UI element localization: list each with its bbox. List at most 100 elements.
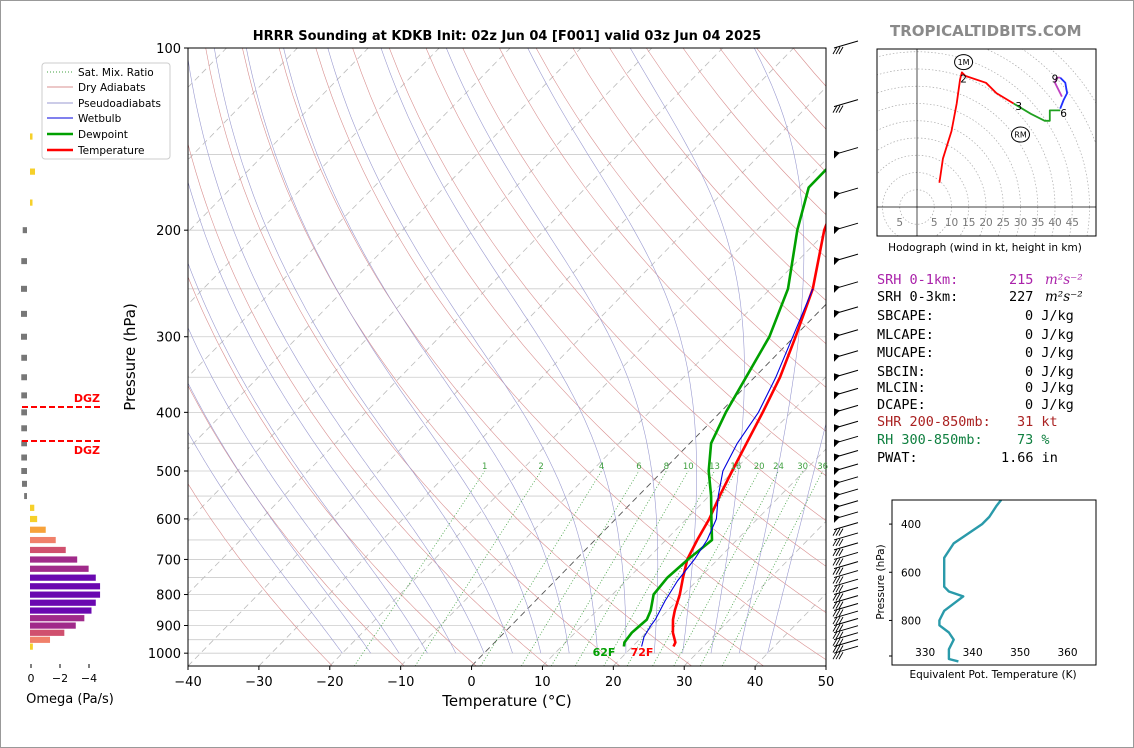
omega-bar-325 <box>21 354 27 361</box>
hodo-trace-3 <box>1054 76 1063 98</box>
pseudoadiabat--16 <box>188 382 371 654</box>
storm-motion-rm: RM <box>1011 126 1030 143</box>
mix-ratio-line-20 <box>652 470 760 666</box>
theta-e-plot-area <box>891 499 1097 666</box>
dry-adiabat-330 <box>352 48 826 613</box>
isotherm--100 <box>188 48 369 233</box>
dry-adiabat-390 <box>572 48 826 345</box>
dcape-value: 0 J/kg <box>1025 397 1074 413</box>
pwat-value: 1.66 in <box>1001 450 1058 466</box>
omega-bar-275 <box>21 310 27 317</box>
dcape: DCAPE: 0 J/kg <box>877 397 1074 413</box>
mix-ratio-label-16: 16 <box>730 462 741 472</box>
mix-ratio-line-10 <box>574 470 689 666</box>
dry-adiabat-260 <box>188 385 405 666</box>
theta-xtick-360: 360 <box>1058 647 1078 659</box>
dry-adiabat-270 <box>188 276 477 666</box>
xtick-2: −20 <box>316 675 343 690</box>
wind-barb-575 <box>833 500 859 512</box>
wind-barb-225 <box>833 253 859 266</box>
wind-barb-375 <box>833 387 859 400</box>
ytick-400: 400 <box>156 406 181 421</box>
brand-logo-text: TROPICALTIDBITS.COM <box>890 22 1082 40</box>
srh-0-1km: SRH 0-1km: 215 m²s⁻² <box>877 272 1083 288</box>
xtick-3: −10 <box>387 675 414 690</box>
isotherm-50 <box>825 665 826 666</box>
omega-bar-400 <box>21 409 27 416</box>
mix-ratio-line-30 <box>699 470 803 666</box>
pwat-label: PWAT: <box>877 450 918 466</box>
omega-bar-650 <box>30 536 56 544</box>
hodo-tick-2: 10 <box>945 217 958 229</box>
mix-ratio-label-6: 6 <box>636 462 641 472</box>
srh1-unit: m²s⁻² <box>1045 272 1083 288</box>
hodo-height-label-9: 9 <box>1052 73 1059 85</box>
omega-tick-0: 0 <box>28 672 35 685</box>
dry-adiabat-340 <box>389 48 826 567</box>
skewt-xlabel: Temperature (°C) <box>441 692 571 710</box>
omega-bar-550 <box>24 493 27 500</box>
omega-bar-925 <box>30 629 65 636</box>
isotherm--60 <box>188 48 653 522</box>
mix-ratio-label-24: 24 <box>773 462 784 472</box>
mlcin-label: MLCIN: <box>877 380 926 396</box>
theta-e-xlabel: Equivalent Pot. Temperature (K) <box>909 669 1076 681</box>
omega-bar-160 <box>30 168 36 175</box>
skewt-legend: Sat. Mix. Ratio Dry Adiabats Pseudoadiab… <box>41 62 171 160</box>
srh1-label: SRH 0-1km: <box>877 272 959 288</box>
hodo-tick-5: 25 <box>997 217 1010 229</box>
shr-value: 31 kt <box>1017 414 1058 430</box>
profile-dewpoint <box>622 167 826 647</box>
mix-ratio-line-4 <box>480 470 602 666</box>
hodo-tick-9: 45 <box>1066 217 1079 229</box>
skewt-title: HRRR Sounding at KDKB Init: 02z Jun 04 [… <box>253 29 761 44</box>
omega-bar-250 <box>21 285 27 292</box>
mix-ratio-line-1 <box>353 470 486 666</box>
storm-motion-1m: 1M <box>954 54 974 71</box>
omega-axis: 0 −2 −4 Omega (Pa/s) <box>26 664 114 707</box>
omega-bar-225 <box>21 258 27 265</box>
sbcape: SBCAPE: 0 J/kg <box>877 308 1074 324</box>
wind-barb-550 <box>833 488 859 501</box>
mix-ratio-line-2 <box>414 470 542 666</box>
pseudoadiabat-32 <box>629 48 745 654</box>
hodo-tick-8: 40 <box>1048 217 1061 229</box>
omega-bar-675 <box>30 546 66 554</box>
mix-ratio-label-10: 10 <box>683 462 694 472</box>
mlcin-value: 0 J/kg <box>1025 380 1074 396</box>
sbcape-label: SBCAPE: <box>877 308 934 324</box>
omega-bar-140 <box>30 133 33 140</box>
isotherm-20 <box>613 448 826 666</box>
theta-xtick-350: 350 <box>1010 647 1030 659</box>
dry-adiabat-400 <box>609 48 826 301</box>
shr-200-850mb: SHR 200-850mb: 31 kt <box>877 414 1058 430</box>
wind-barb-300 <box>833 329 859 341</box>
omega-bar-800 <box>30 591 101 598</box>
isotherm--10 <box>400 231 826 666</box>
wind-barb-625 <box>832 522 859 536</box>
wind-barb-950 <box>832 632 859 646</box>
dry-adiabat-450 <box>792 48 826 87</box>
mix-ratio-label-36: 36 <box>817 462 828 472</box>
legend-wetbulb: Wetbulb <box>78 113 122 125</box>
mix-ratio-label-1: 1 <box>482 462 487 472</box>
isotherm--70 <box>188 48 582 450</box>
srh-0-3km: SRH 0-3km: 227 m²s⁻² <box>877 289 1083 305</box>
rh-label: RH 300-850mb: <box>877 432 983 448</box>
mix-ratio-line-13 <box>603 470 715 666</box>
dgz-markers: DGZ DGZ <box>22 392 100 457</box>
pseudoadiabat-0 <box>188 56 485 654</box>
legend-dry-adiabats: Dry Adiabats <box>78 82 146 94</box>
mlcape-value: 0 J/kg <box>1025 327 1074 343</box>
profile-temperature <box>671 221 826 648</box>
omega-bar-875 <box>30 615 85 622</box>
omega-bar-525 <box>21 480 27 487</box>
isotherm--110 <box>188 48 298 161</box>
wind-barb-325 <box>833 350 859 362</box>
omega-bar-200 <box>22 227 27 234</box>
ytick-900: 900 <box>156 619 181 634</box>
srh3-label: SRH 0-3km: <box>877 289 959 305</box>
omega-bar-375 <box>21 392 27 399</box>
surface-temperature-label: 72F <box>631 646 654 659</box>
pseudoadiabat-28 <box>527 48 697 654</box>
